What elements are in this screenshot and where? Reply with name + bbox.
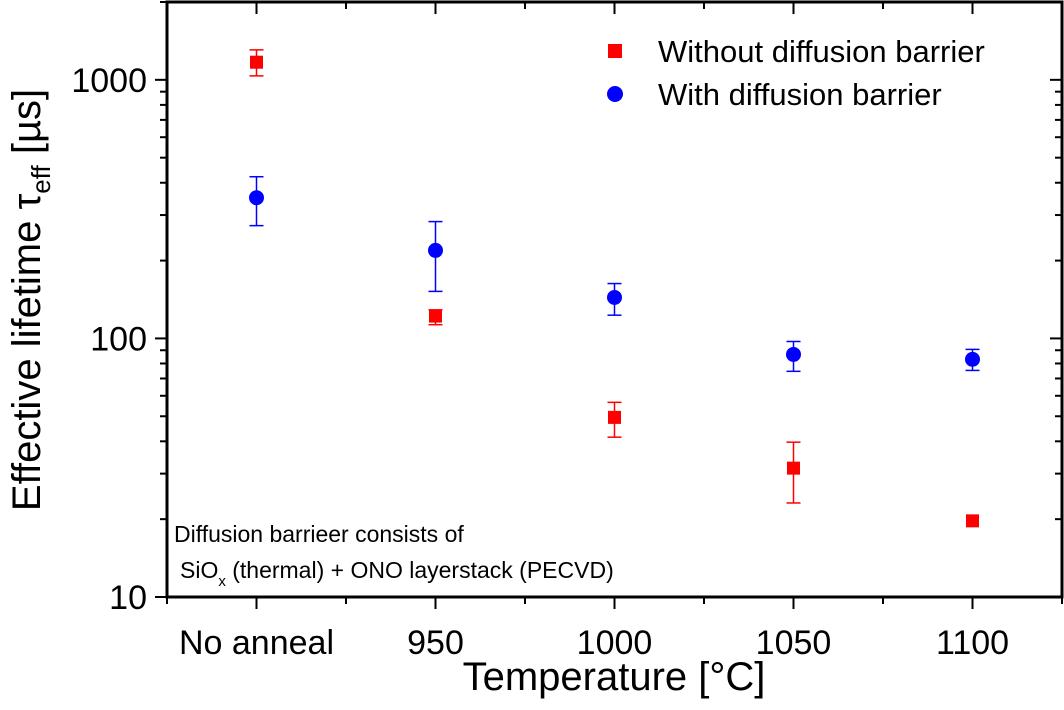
point-without-barrier — [966, 514, 979, 528]
y-tick-label: 1000 — [71, 62, 147, 100]
y-tick-label: 100 — [90, 320, 147, 358]
x-tick-label: 1000 — [577, 624, 653, 662]
point-with-barrier — [249, 190, 264, 206]
legend-label-with-barrier: With diffusion barrier — [658, 77, 942, 112]
point-with-barrier — [965, 351, 980, 367]
annotation-rest: (thermal) + ONO layerstack (PECVD) — [226, 557, 614, 583]
annotation-subscript-x: x — [218, 573, 226, 590]
annotation-note: Diffusion barrieer consists of SiOx (the… — [174, 521, 614, 590]
legend-marker-with-barrier — [607, 86, 623, 102]
legend-marker-without-barrier — [608, 44, 622, 58]
y-axis-title-unit: [µs] — [5, 89, 49, 165]
y-axis-title-subscript: eff — [26, 164, 56, 193]
annotation-sio: SiO — [180, 557, 218, 583]
error-bars — [249, 49, 980, 504]
legend: Without diffusion barrier With diffusion… — [607, 34, 985, 112]
x-tick-label: 950 — [407, 624, 464, 662]
point-without-barrier — [250, 55, 263, 69]
point-with-barrier — [428, 242, 443, 258]
x-axis-title: Temperature [°C] — [463, 655, 766, 699]
y-tick-label: 10 — [109, 579, 147, 617]
x-tick-label: No anneal — [179, 624, 334, 662]
data-markers — [249, 55, 980, 528]
point-with-barrier — [786, 346, 801, 362]
annotation-line-1: Diffusion barrieer consists of — [174, 521, 464, 547]
y-axis-title-main: Effective lifetime τ — [5, 194, 49, 512]
y-axis-title: Effective lifetime τeff [µs] — [5, 89, 56, 511]
point-without-barrier — [429, 309, 442, 323]
axis-ticks — [155, 1, 1063, 609]
annotation-line-2: SiOx (thermal) + ONO layerstack (PECVD) — [180, 557, 614, 590]
point-without-barrier — [787, 461, 800, 475]
tick-labels: No anneal 950 1000 1050 1100 10 100 1000 — [71, 62, 1009, 662]
x-tick-label: 1050 — [756, 624, 832, 662]
point-with-barrier — [607, 289, 622, 305]
x-tick-label: 1100 — [936, 624, 1009, 662]
point-without-barrier — [608, 410, 621, 424]
legend-label-without-barrier: Without diffusion barrier — [658, 34, 985, 69]
